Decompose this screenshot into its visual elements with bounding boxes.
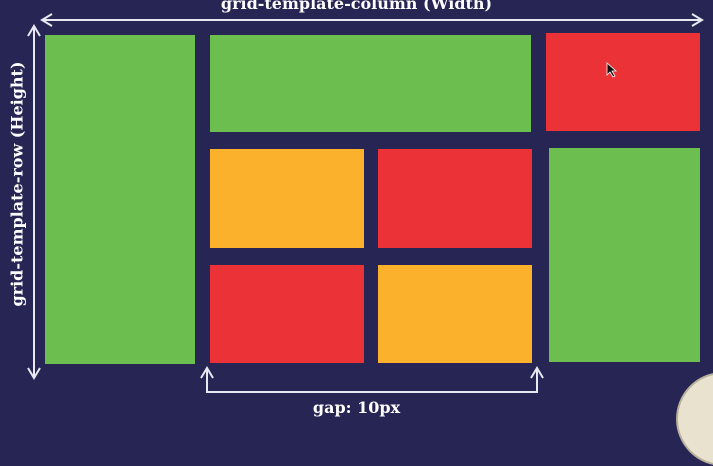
height-title: grid-template-row (Height) <box>8 61 27 306</box>
cell-green-left-tall <box>45 35 195 364</box>
cell-green-top-wide <box>210 35 531 132</box>
cell-red-bottom-left <box>210 265 364 363</box>
gap-label: gap: 10px <box>0 398 713 417</box>
cell-green-right-tall <box>549 148 700 362</box>
width-title: grid-template-column (Width) <box>0 0 713 13</box>
gap-bracket <box>207 368 537 392</box>
cell-orange-middle-left <box>210 149 364 248</box>
cell-red-middle-center <box>378 149 532 248</box>
cell-orange-bottom-center <box>378 265 532 363</box>
mouse-cursor-icon <box>606 62 618 78</box>
cell-red-top-right <box>546 33 700 131</box>
